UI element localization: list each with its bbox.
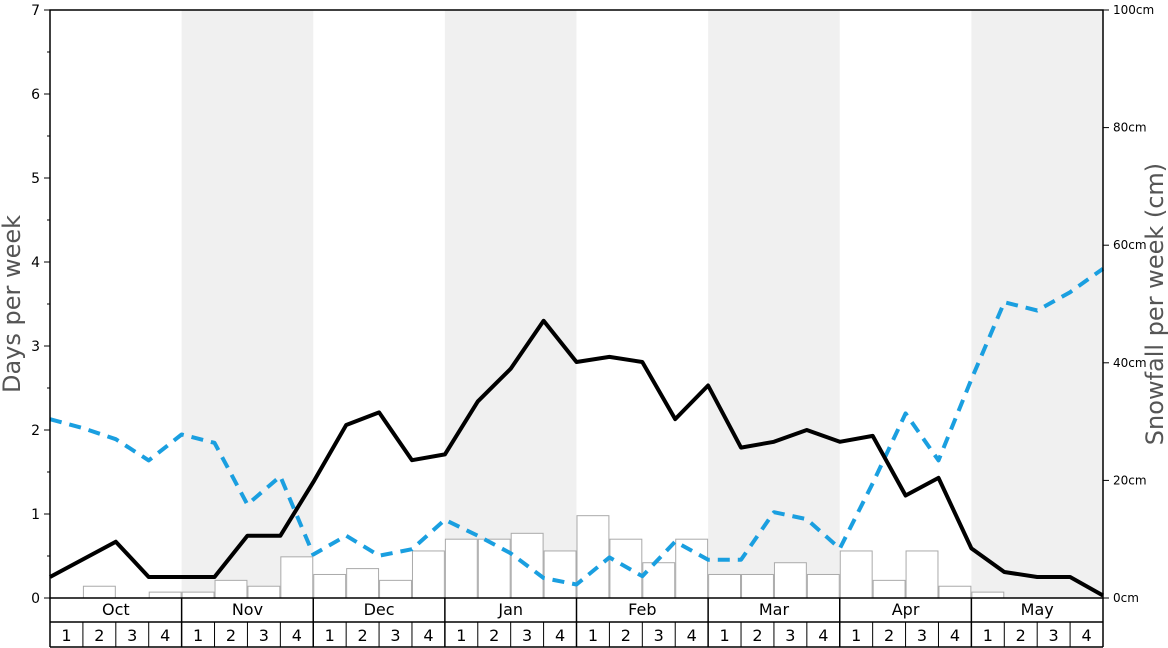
week-label: 2	[1016, 626, 1026, 645]
snow-days-bar	[247, 585, 281, 599]
week-label: 3	[522, 626, 532, 645]
right-tick-label: 20cm	[1113, 473, 1147, 487]
month-label-jan: Jan	[497, 600, 523, 619]
right-tick-label: 40cm	[1113, 356, 1147, 370]
week-label: 4	[687, 626, 697, 645]
week-label: 2	[489, 626, 499, 645]
week-label: 1	[851, 626, 861, 645]
month-label-mar: Mar	[759, 600, 790, 619]
week-label: 1	[61, 626, 71, 645]
left-tick-label: 5	[31, 171, 40, 187]
week-label: 1	[719, 626, 729, 645]
x-axis-month-week: Oct 1 2 3 4 Nov 1 2 3 4 Dec 1 2 3 4 Jan 1 2 3 4 Feb 1 2 3 4 Mar 1 2…	[49, 598, 1104, 648]
right-tick-label: 60cm	[1113, 238, 1147, 252]
month-label-oct: Oct	[102, 600, 130, 619]
month-label-may: May	[1021, 600, 1054, 619]
left-tick-label: 6	[31, 87, 40, 103]
snow-days-bar	[82, 585, 116, 599]
snow-days-bar	[773, 562, 807, 599]
week-label: 1	[193, 626, 203, 645]
left-tick-label: 1	[31, 507, 40, 523]
week-label: 4	[1081, 626, 1091, 645]
snow-days-bar	[642, 562, 676, 599]
week-label: 3	[259, 626, 269, 645]
left-tick-label: 0	[31, 591, 40, 607]
month-label-apr: Apr	[892, 600, 920, 619]
snow-days-bar	[214, 579, 248, 599]
month-shade-may	[971, 10, 1103, 598]
snow-days-bar	[346, 568, 380, 599]
snowfall-dashed-line	[49, 267, 1105, 587]
snow-days-bar	[313, 573, 347, 599]
week-label: 1	[325, 626, 335, 645]
snow-days-bar	[872, 579, 906, 599]
week-label: 2	[226, 626, 236, 645]
week-label: 3	[390, 626, 400, 645]
snow-days-bar	[543, 550, 577, 599]
week-label: 4	[555, 626, 565, 645]
week-label: 4	[160, 626, 170, 645]
days-solid-line	[49, 318, 1104, 598]
snow-days-bar	[576, 515, 610, 599]
week-label: 4	[950, 626, 960, 645]
week-label: 2	[94, 626, 104, 645]
week-label: 3	[1049, 626, 1059, 645]
snow-days-bar	[411, 550, 445, 599]
week-label: 4	[818, 626, 828, 645]
snow-days-bar	[379, 579, 412, 599]
right-tick-label: 0cm	[1113, 591, 1139, 605]
snow-days-bar	[477, 538, 511, 599]
left-tick-label: 4	[31, 255, 40, 271]
month-shade-nov	[181, 10, 314, 598]
right-tick-label: 80cm	[1113, 121, 1147, 135]
right-axis-title: Snowfall per week (cm)	[1141, 163, 1168, 445]
week-label: 2	[884, 626, 894, 645]
week-label: 2	[358, 626, 368, 645]
week-label: 2	[621, 626, 631, 645]
snow-days-bar	[280, 556, 314, 599]
week-label: 3	[654, 626, 664, 645]
snow-days-bar	[708, 573, 742, 599]
month-shade-mar	[708, 10, 840, 598]
snow-days-bar	[971, 591, 1005, 599]
snow-days-bar	[938, 585, 972, 599]
snow-days-bar	[839, 550, 873, 599]
snow-days-bar	[905, 550, 939, 599]
right-tick-label: 100cm	[1113, 3, 1154, 17]
month-label-dec: Dec	[364, 600, 395, 619]
snow-days-bar	[181, 591, 215, 599]
left-tick-label: 2	[31, 423, 40, 439]
left-axis-title: Days per week	[0, 215, 26, 393]
snow-days-bar	[675, 538, 709, 599]
left-tick-label: 7	[31, 3, 40, 19]
week-label: 3	[917, 626, 927, 645]
week-label: 4	[292, 626, 302, 645]
week-label: 2	[752, 626, 762, 645]
week-label: 3	[785, 626, 795, 645]
month-label-feb: Feb	[628, 600, 656, 619]
series-lines	[49, 267, 1105, 598]
week-label: 1	[456, 626, 466, 645]
month-shading	[181, 10, 1103, 598]
right-y-axis: 0cm 20cm 40cm 60cm 80cm 100cm	[1103, 3, 1154, 605]
snow-days-bar	[444, 538, 478, 599]
month-label-nov: Nov	[232, 600, 263, 619]
week-label: 4	[423, 626, 433, 645]
week-label: 3	[127, 626, 137, 645]
left-y-axis: 0 1 2 3 4 5 6 7	[31, 3, 50, 607]
week-label: 1	[983, 626, 993, 645]
snow-days-bar	[806, 573, 840, 599]
week-label: 1	[588, 626, 598, 645]
month-shade-jan	[444, 10, 577, 598]
snow-days-bar	[741, 573, 774, 599]
left-tick-label: 3	[31, 339, 40, 355]
snow-days-bar	[148, 591, 182, 599]
